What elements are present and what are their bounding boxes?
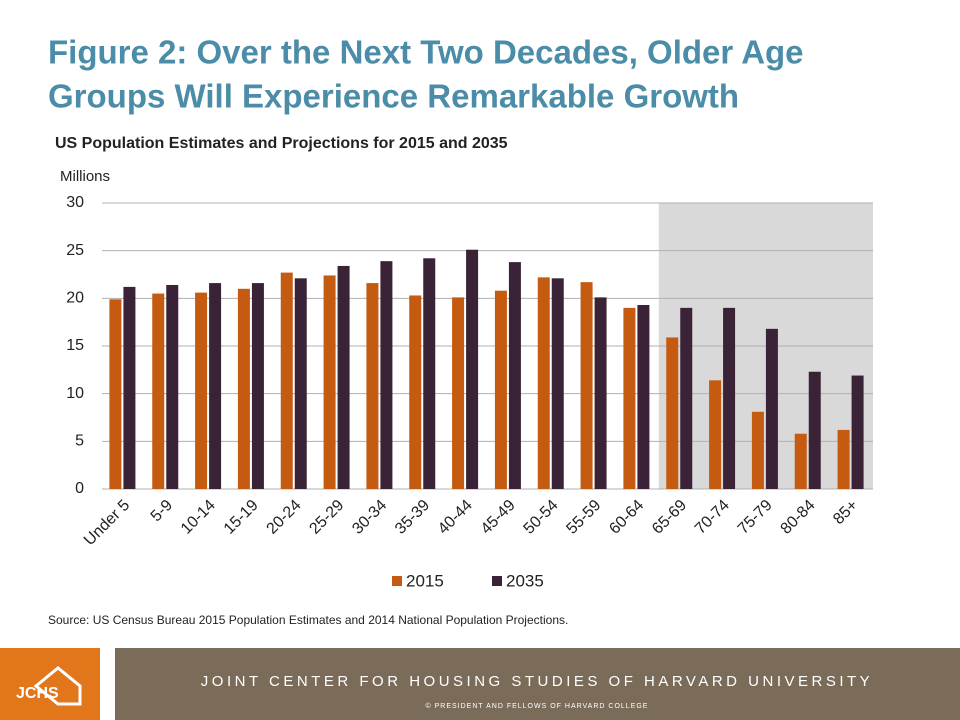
footer-copyright: © PRESIDENT AND FELLOWS OF HARVARD COLLE… bbox=[426, 702, 649, 710]
subtitle: US Population Estimates and Projections … bbox=[55, 135, 508, 152]
x-tick-label: 80-84 bbox=[778, 497, 819, 538]
y-tick-label: 0 bbox=[75, 480, 84, 497]
bar bbox=[237, 288, 250, 489]
x-tick-label: 85+ bbox=[830, 497, 861, 528]
legend-label: 2015 bbox=[406, 571, 444, 590]
x-tick-label: 55-59 bbox=[563, 497, 604, 538]
x-tick-label: 60-64 bbox=[606, 497, 647, 538]
x-tick-label: 75-79 bbox=[735, 497, 776, 538]
y-tick-label: 10 bbox=[66, 385, 84, 402]
footer-organization: JOINT CENTER FOR HOUSING STUDIES OF HARV… bbox=[201, 673, 873, 690]
bar bbox=[452, 297, 465, 489]
x-tick-label: 10-14 bbox=[178, 497, 219, 538]
bar bbox=[409, 295, 422, 489]
y-axis-label: Millions bbox=[60, 168, 110, 185]
footer-band bbox=[115, 648, 960, 720]
x-tick-label: 5-9 bbox=[148, 497, 176, 525]
y-tick-label: 30 bbox=[66, 194, 84, 211]
bar bbox=[123, 286, 136, 489]
logo-text: JCHS bbox=[16, 685, 59, 702]
x-tick-label: 50-54 bbox=[521, 497, 562, 538]
x-tick-label: 15-19 bbox=[221, 497, 262, 538]
bar bbox=[680, 307, 693, 489]
bar bbox=[423, 258, 436, 489]
bar bbox=[380, 261, 393, 489]
x-tick-label: Under 5 bbox=[81, 497, 133, 549]
bar bbox=[637, 305, 650, 489]
y-tick-label: 25 bbox=[66, 242, 84, 259]
x-tick-label: 35-39 bbox=[392, 497, 433, 538]
x-tick-label: 45-49 bbox=[478, 497, 519, 538]
bar bbox=[837, 429, 850, 489]
x-tick-label: 65-69 bbox=[649, 497, 690, 538]
bar bbox=[666, 337, 679, 489]
x-tick-label: 70-74 bbox=[692, 497, 733, 538]
bar bbox=[280, 272, 293, 489]
logo-house bbox=[33, 666, 82, 706]
bar bbox=[551, 278, 564, 489]
bar bbox=[209, 283, 222, 489]
bar bbox=[109, 299, 122, 489]
bar bbox=[195, 292, 208, 489]
source: Source: US Census Bureau 2015 Population… bbox=[48, 613, 568, 627]
y-tick-label: 20 bbox=[66, 290, 84, 307]
logo-box bbox=[0, 648, 100, 720]
y-tick-label: 15 bbox=[66, 337, 84, 354]
legend-swatch bbox=[492, 576, 502, 586]
bar bbox=[323, 275, 336, 489]
bar bbox=[594, 297, 607, 489]
title-line: Groups Will Experience Remarkable Growth bbox=[48, 78, 739, 115]
bar bbox=[166, 284, 179, 489]
bar bbox=[466, 249, 479, 489]
bar bbox=[366, 283, 379, 489]
legend-label: 2035 bbox=[506, 571, 544, 590]
x-tick-label: 20-24 bbox=[264, 497, 305, 538]
bar bbox=[709, 380, 722, 489]
bar bbox=[494, 290, 507, 489]
x-tick-label: 40-44 bbox=[435, 497, 476, 538]
bar bbox=[294, 278, 307, 489]
x-tick-label: 30-34 bbox=[349, 497, 390, 538]
bar bbox=[851, 375, 864, 489]
bar bbox=[580, 282, 593, 489]
bar bbox=[794, 433, 807, 489]
title-line: Figure 2: Over the Next Two Decades, Old… bbox=[48, 34, 804, 71]
bar bbox=[751, 411, 764, 489]
bar bbox=[808, 371, 821, 489]
bar bbox=[723, 307, 736, 489]
bar bbox=[508, 262, 521, 489]
x-tick-label: 25-29 bbox=[306, 497, 347, 538]
bar bbox=[251, 283, 264, 489]
legend-swatch bbox=[392, 576, 402, 586]
bar bbox=[623, 307, 636, 489]
bar bbox=[765, 328, 778, 489]
bar bbox=[152, 293, 165, 489]
bar bbox=[537, 277, 550, 489]
bar bbox=[337, 265, 350, 489]
y-tick-label: 5 bbox=[75, 433, 84, 450]
